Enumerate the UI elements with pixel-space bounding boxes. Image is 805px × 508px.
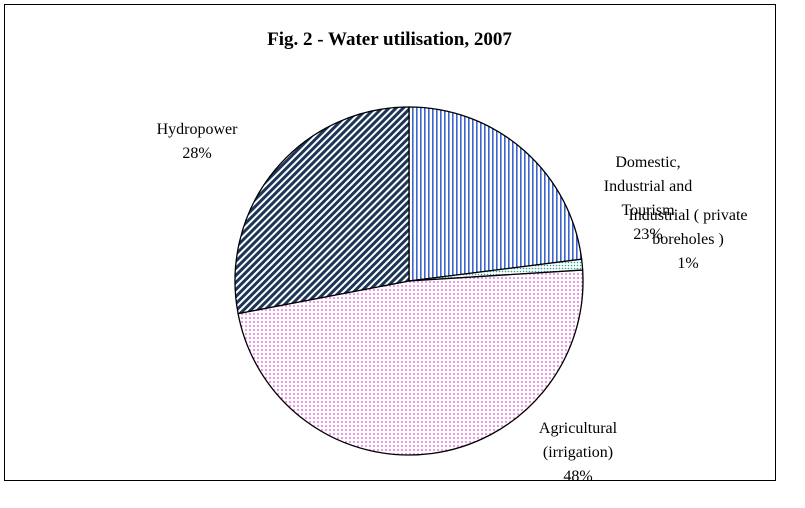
slice-percent: 23%	[633, 226, 663, 243]
slice-label: Industrial ( private boreholes ) 1%	[608, 204, 768, 276]
slice-name: Domestic, Industrial and Tourism	[603, 154, 693, 219]
slice-percent: 28%	[182, 145, 212, 162]
slice-percent: 1%	[677, 255, 699, 272]
slice-label: Domestic, Industrial and Tourism 23%	[583, 151, 713, 247]
slice-name: Agricultural (irrigation)	[538, 420, 618, 461]
chart-title: Fig. 2 - Water utilisation, 2007	[267, 29, 512, 50]
slice-label: Agricultural (irrigation) 48%	[523, 417, 633, 489]
slice-label: Hydropower 28%	[137, 118, 257, 166]
slice-name: Industrial ( private boreholes )	[628, 207, 748, 248]
pie-slice	[237, 269, 584, 456]
slice-percent: 48%	[563, 468, 593, 485]
slice-name: Hydropower	[156, 121, 238, 138]
pie-slice	[234, 106, 410, 315]
pie-slice	[408, 106, 583, 282]
